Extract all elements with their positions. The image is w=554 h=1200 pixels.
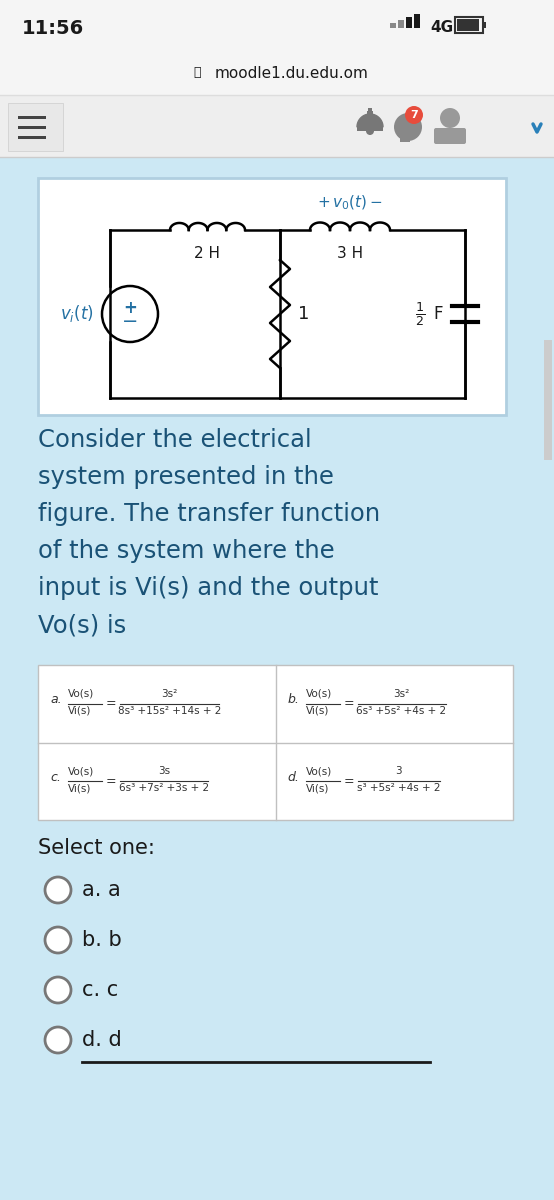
Circle shape [45, 1027, 71, 1054]
Text: d. d: d. d [82, 1030, 122, 1050]
Text: 11:56: 11:56 [22, 18, 84, 37]
Text: c.: c. [50, 770, 61, 784]
FancyBboxPatch shape [8, 103, 63, 151]
Bar [400, 137, 410, 142]
Text: −: − [122, 312, 138, 331]
Text: 3s²: 3s² [393, 689, 409, 698]
Bar [0, 0, 554, 50]
Text: Vi(s): Vi(s) [305, 706, 329, 715]
Circle shape [405, 106, 423, 124]
Text: b.: b. [288, 694, 299, 707]
Text: Vo(s): Vo(s) [305, 767, 332, 776]
Text: input is Vi(s) and the output: input is Vi(s) and the output [38, 576, 378, 600]
Text: figure. The transfer function: figure. The transfer function [38, 502, 380, 526]
Text: Vo(s): Vo(s) [68, 767, 94, 776]
Text: =: = [106, 697, 117, 710]
Text: =: = [343, 697, 354, 710]
Bar [368, 108, 372, 113]
Text: moodle1.du.edu.om: moodle1.du.edu.om [215, 66, 369, 80]
Text: 3 H: 3 H [337, 246, 363, 260]
Text: d.: d. [288, 770, 299, 784]
Text: =: = [343, 775, 354, 787]
Circle shape [440, 108, 460, 128]
Bar [398, 20, 404, 28]
Bar [18, 126, 46, 128]
Text: Vi(s): Vi(s) [305, 784, 329, 793]
Text: a.: a. [50, 694, 61, 707]
Text: 3: 3 [396, 767, 402, 776]
Text: of the system where the: of the system where the [38, 539, 335, 563]
Bar [406, 17, 412, 28]
Text: 3s²: 3s² [161, 689, 178, 698]
Text: Vo(s): Vo(s) [305, 689, 332, 698]
Text: 8s³ +15s² +14s + 2: 8s³ +15s² +14s + 2 [118, 706, 221, 715]
Circle shape [102, 286, 158, 342]
Text: $+ \,v_0(t)-$: $+ \,v_0(t)-$ [317, 193, 383, 212]
Bar [0, 50, 554, 96]
Circle shape [45, 977, 71, 1003]
Text: 2 H: 2 H [194, 246, 220, 260]
Text: b. b: b. b [82, 930, 122, 950]
Bar [390, 23, 396, 28]
Polygon shape [357, 114, 383, 127]
Text: 7: 7 [410, 110, 418, 120]
Text: Vi(s): Vi(s) [68, 706, 91, 715]
Bar [357, 126, 383, 131]
Circle shape [45, 926, 71, 953]
Circle shape [394, 113, 422, 140]
Text: $\frac{1}{2}$: $\frac{1}{2}$ [415, 300, 425, 328]
Text: 3s: 3s [158, 767, 170, 776]
Text: 1: 1 [298, 305, 309, 323]
Text: a. a: a. a [82, 880, 121, 900]
Text: Vo(s): Vo(s) [68, 689, 94, 698]
Text: 🔒: 🔒 [193, 66, 201, 79]
Text: 6s³ +5s² +4s + 2: 6s³ +5s² +4s + 2 [356, 706, 447, 715]
Text: +: + [123, 299, 137, 317]
Text: $v_i(t)$: $v_i(t)$ [60, 304, 94, 324]
FancyBboxPatch shape [38, 665, 513, 820]
Text: Vo(s) is: Vo(s) is [38, 613, 126, 637]
Text: s³ +5s² +4s + 2: s³ +5s² +4s + 2 [357, 784, 440, 793]
Text: Select one:: Select one: [38, 838, 155, 858]
Bar [414, 14, 420, 28]
Text: Consider the electrical: Consider the electrical [38, 428, 311, 452]
Text: c. c: c. c [82, 980, 118, 1000]
Text: 4G: 4G [430, 20, 453, 36]
Bar [18, 116, 46, 119]
Bar [0, 96, 554, 158]
Text: F: F [433, 305, 443, 323]
Text: 6s³ +7s² +3s + 2: 6s³ +7s² +3s + 2 [119, 784, 209, 793]
Bar [367, 110, 373, 116]
Bar [483, 22, 486, 28]
Text: Vi(s): Vi(s) [68, 784, 91, 793]
FancyBboxPatch shape [434, 128, 466, 144]
Text: system presented in the: system presented in the [38, 464, 334, 490]
Circle shape [45, 877, 71, 902]
Circle shape [366, 127, 374, 134]
FancyBboxPatch shape [38, 178, 506, 415]
Bar [18, 136, 46, 139]
Text: =: = [106, 775, 117, 787]
Bar [0, 158, 554, 1200]
Bar [544, 340, 552, 460]
Bar [457, 19, 479, 31]
